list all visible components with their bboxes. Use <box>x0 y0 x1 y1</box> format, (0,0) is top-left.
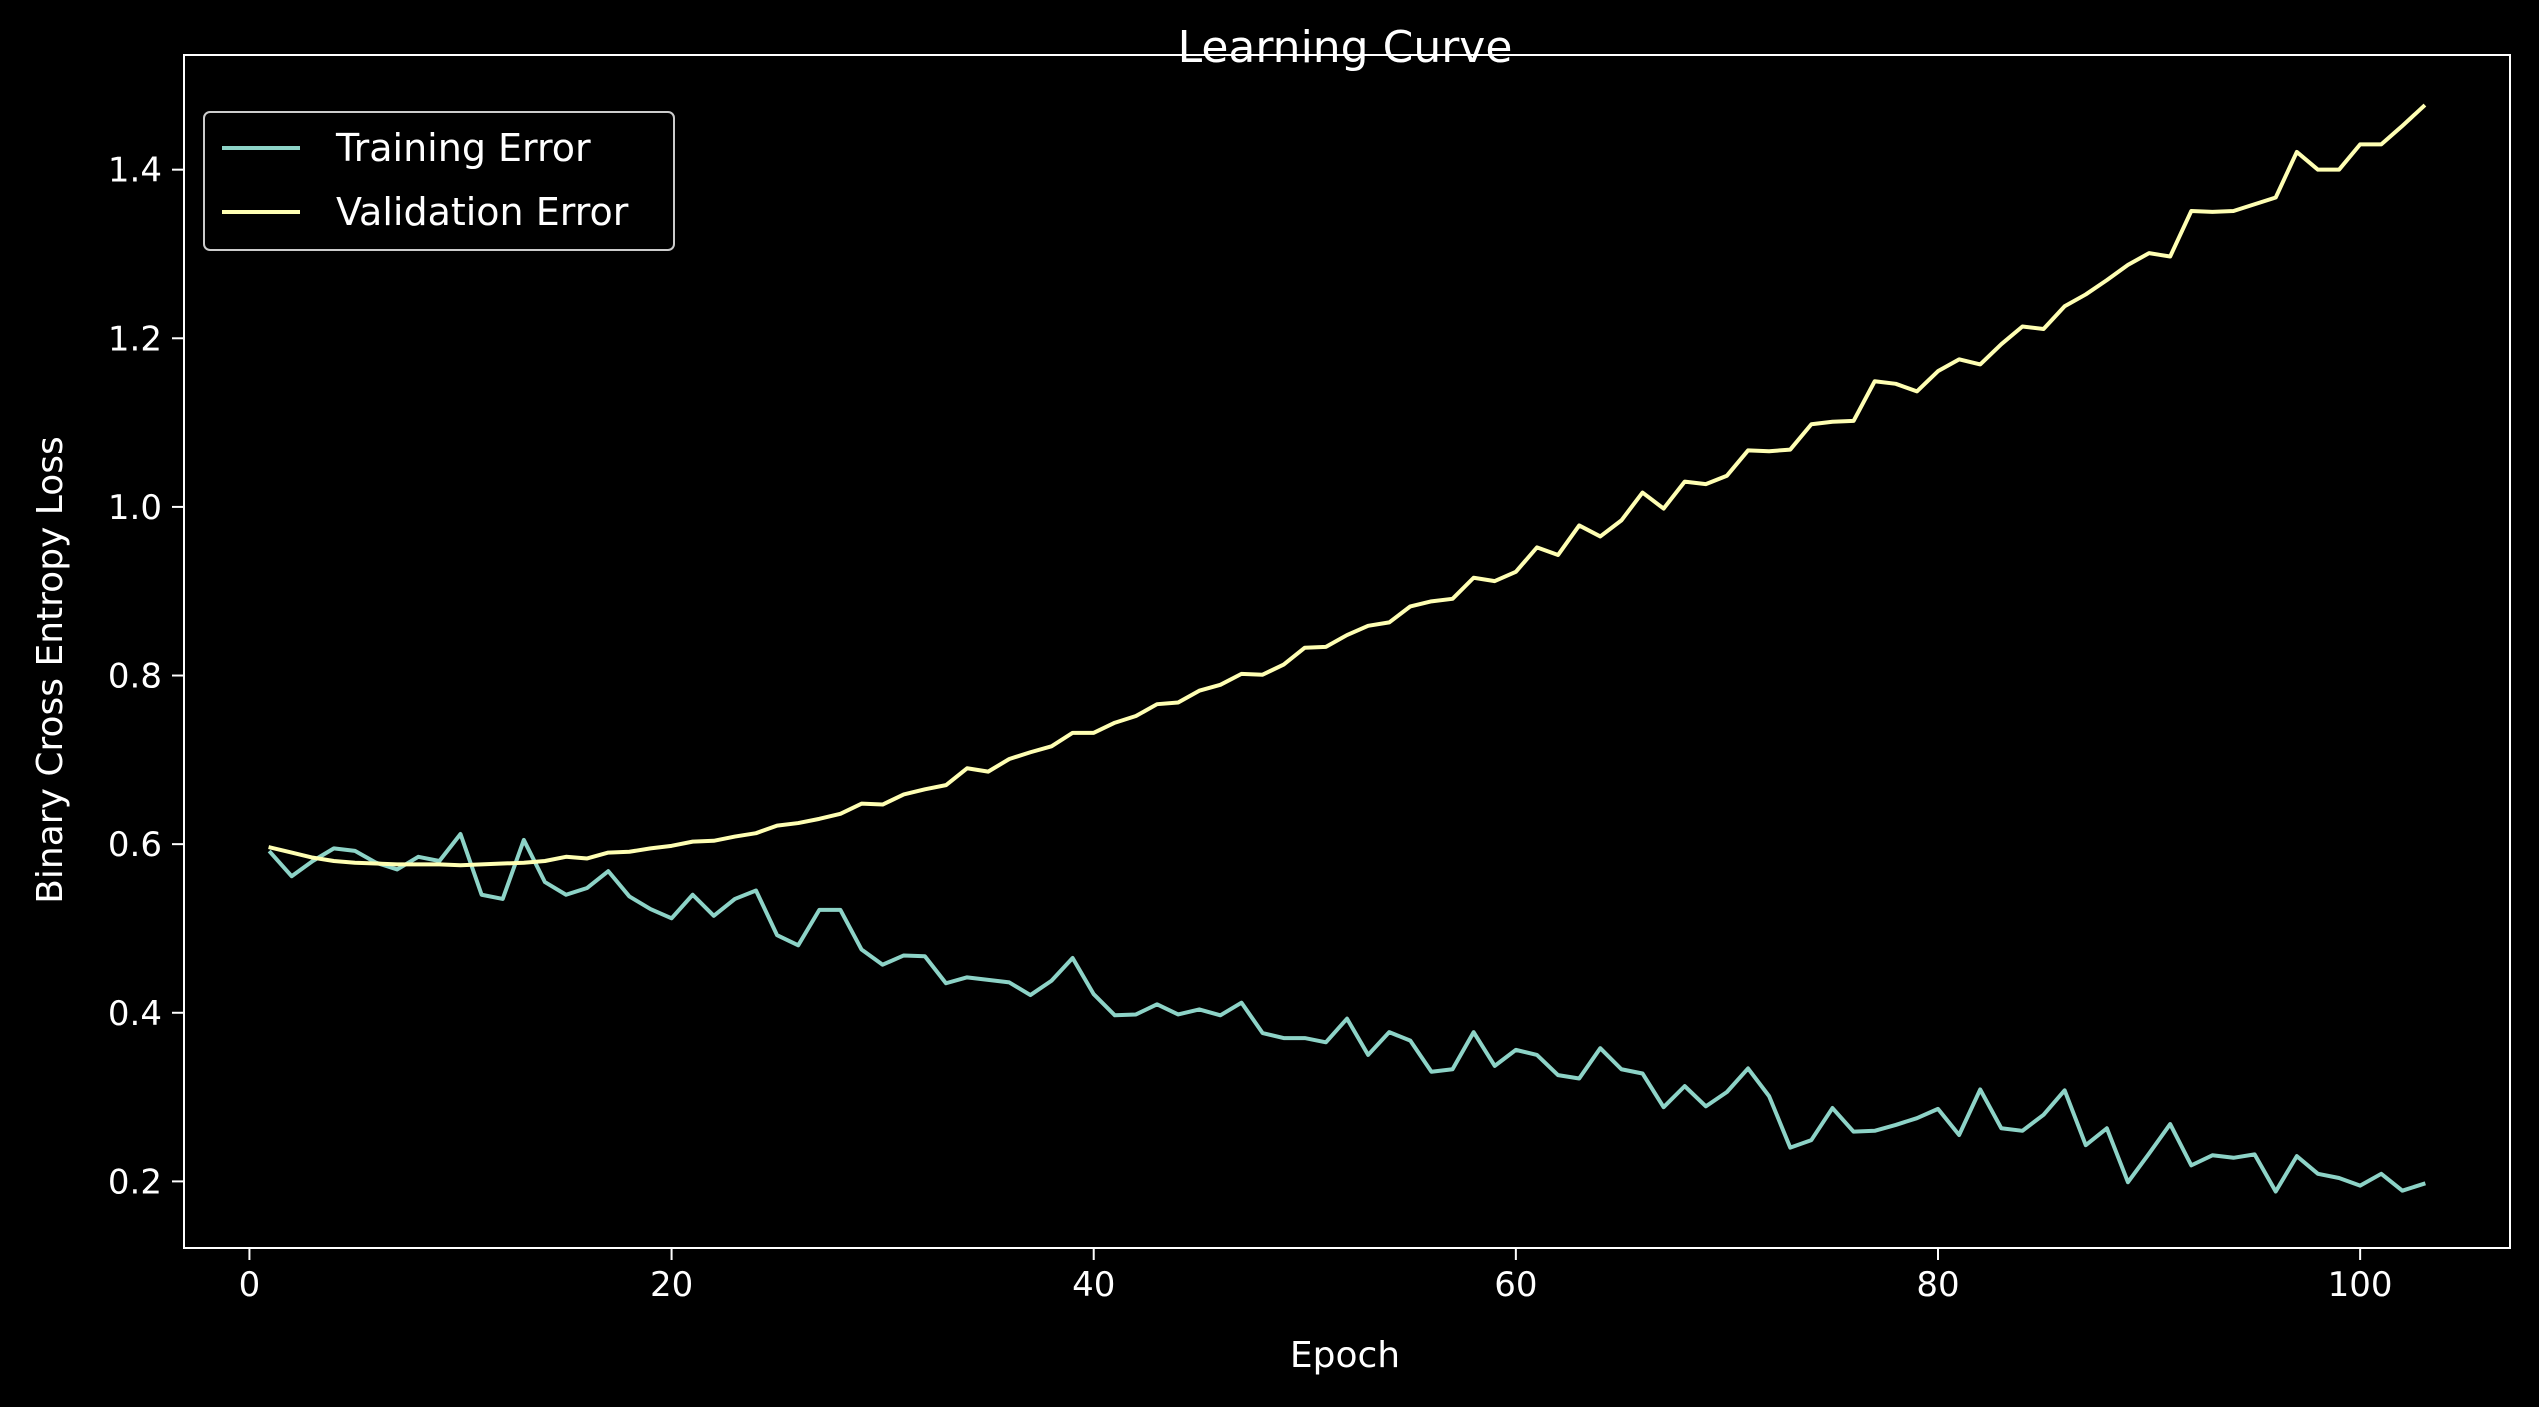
legend: Training Error Validation Error <box>203 111 675 251</box>
x-tick-label: 40 <box>1072 1265 1115 1305</box>
y-axis: 0.2 0.4 0.6 0.8 1.0 1.2 1.4 <box>108 151 184 1202</box>
x-axis: 0 20 40 60 80 100 <box>239 1248 2393 1305</box>
series-layer <box>267 103 2427 1194</box>
y-tick-label: 0.8 <box>108 657 162 697</box>
axes-frame <box>183 54 2511 1249</box>
y-tick-label: 0.6 <box>108 825 162 865</box>
x-tick-label: 0 <box>239 1265 261 1305</box>
x-tick-label: 60 <box>1494 1265 1537 1305</box>
legend-frame <box>203 111 675 251</box>
y-tick-label: 1.2 <box>108 319 162 359</box>
legend-label-training-error: Training Error <box>335 126 591 170</box>
chart-title: Learning Curve <box>1178 22 1513 73</box>
y-tick-label: 1.4 <box>108 151 162 191</box>
x-tick-label: 80 <box>1916 1265 1959 1305</box>
y-axis-label: Binary Cross Entropy Loss <box>30 436 71 904</box>
legend-label-validation-error: Validation Error <box>336 190 629 234</box>
y-tick-label: 0.4 <box>108 994 162 1034</box>
series-line-training-error <box>267 832 2426 1194</box>
x-tick-label: 100 <box>2328 1265 2393 1305</box>
x-axis-label: Epoch <box>1290 1335 1400 1376</box>
x-tick-label: 20 <box>650 1265 693 1305</box>
series-line-validation-error <box>268 103 2427 868</box>
y-tick-label: 1.0 <box>108 488 162 528</box>
y-tick-label: 0.2 <box>108 1162 162 1202</box>
